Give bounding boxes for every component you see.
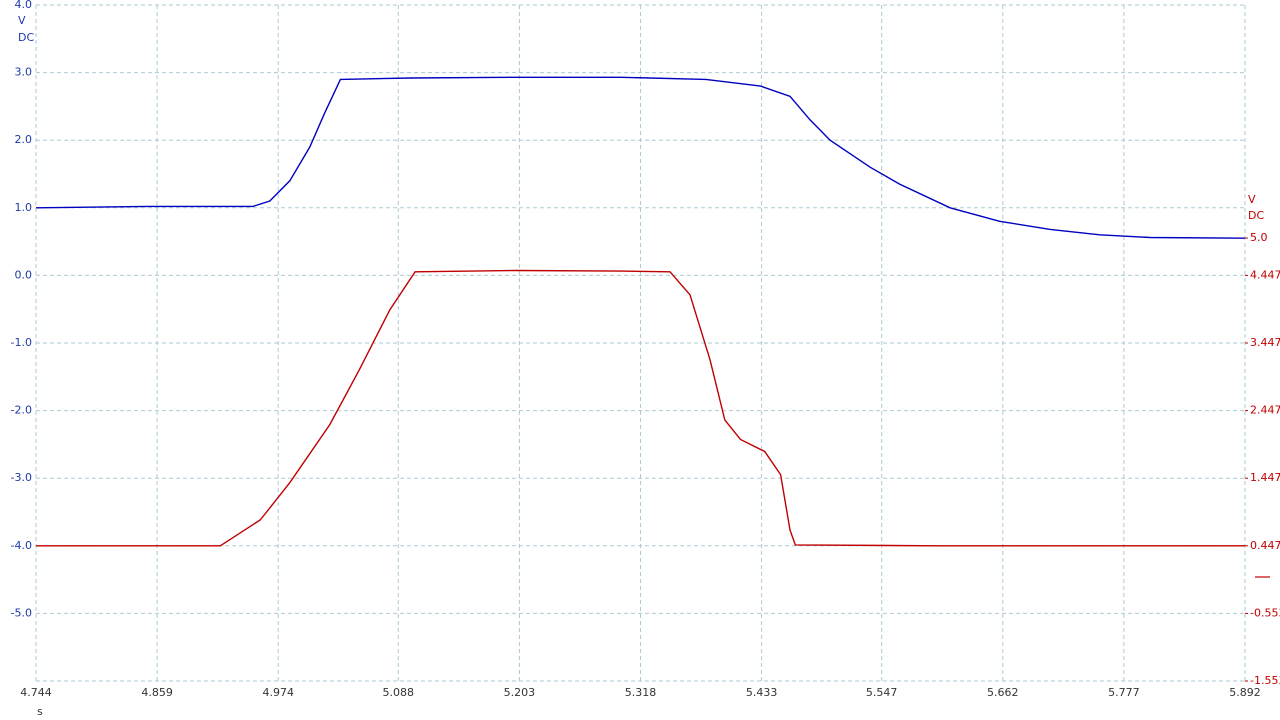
y2-tick-label: 0.447 [1250, 539, 1280, 552]
y-tick-label: 4.0 [15, 0, 33, 11]
y2-tick-label: 3.447 [1250, 336, 1280, 349]
y-tick-label: -3.0 [11, 471, 32, 484]
x-tick-label: 4.974 [262, 686, 294, 699]
x-unit: s [37, 705, 43, 718]
y2-tick-label: 1.447 [1250, 471, 1280, 484]
y-tick-label: 0.0 [15, 268, 33, 281]
x-tick-label: 4.859 [141, 686, 173, 699]
trace [35, 76, 1246, 239]
x-tick-label: 5.892 [1229, 686, 1261, 699]
y-tick-label: -5.0 [11, 606, 32, 619]
x-tick-label: 5.777 [1108, 686, 1140, 699]
y-tick-label: 3.0 [15, 66, 33, 79]
y2-tick-label: 4.447 [1250, 268, 1280, 281]
x-tick-label: 5.662 [987, 686, 1019, 699]
y-tick-label: -1.0 [11, 336, 32, 349]
x-tick-label: 5.547 [866, 686, 898, 699]
y2-tick-label: -0.553 [1250, 606, 1280, 619]
y-tick-label: 1.0 [15, 201, 33, 214]
x-tick-label: 4.744 [20, 686, 52, 699]
y2-mode: DC [1248, 209, 1264, 222]
y2-tick-label: -1.553 [1250, 674, 1280, 687]
y-mode: DC [18, 31, 34, 44]
y-tick-label: -4.0 [11, 539, 32, 552]
x-tick-label: 5.433 [746, 686, 778, 699]
y-tick-label: -2.0 [11, 404, 32, 417]
y2-tick-label: 5.0 [1250, 231, 1268, 244]
x-tick-label: 5.203 [504, 686, 536, 699]
y2-tick-label: 2.447 [1250, 404, 1280, 417]
y-tick-label: 2.0 [15, 133, 33, 146]
trace [36, 269, 1245, 547]
y-unit: V [18, 14, 26, 27]
x-tick-label: 5.088 [383, 686, 415, 699]
x-tick-label: 5.318 [625, 686, 657, 699]
y2-unit: V [1248, 193, 1256, 206]
